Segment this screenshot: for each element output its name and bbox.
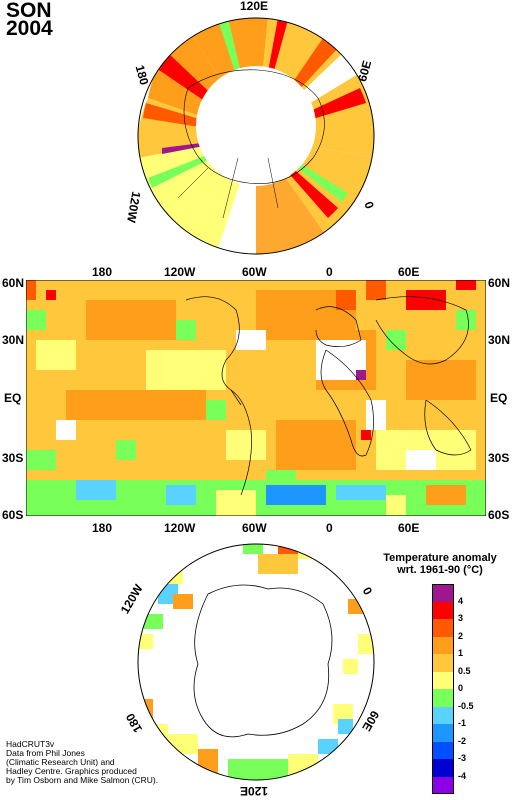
legend-level-label: -2	[458, 735, 467, 746]
antarctica-coastline	[193, 584, 333, 738]
legend-level-label: -1	[458, 718, 467, 728]
legend-swatch	[432, 601, 454, 619]
lat-label-left-3: 30S	[2, 451, 24, 465]
credits-line2: Data from Phil Jones	[6, 748, 85, 758]
lat-label-right-1: 30N	[488, 333, 511, 347]
lon-label-top-3: 0	[326, 265, 333, 279]
legend-title-line2: wrt. 1961-90 (°C)	[397, 564, 483, 576]
legend-swatch	[432, 759, 454, 777]
legend-swatch	[432, 654, 454, 672]
legend-level-label: -0.5	[458, 700, 474, 711]
legend-level-label: -4	[458, 770, 467, 781]
legend-title-line1: Temperature anomaly	[383, 552, 497, 564]
legend-level-label: 0.5	[458, 665, 471, 676]
credits: HadCRUT3v Data from Phil Jones (Climatic…	[6, 740, 158, 785]
lat-label-left-2: EQ	[4, 391, 22, 405]
lon-label-top-1: 120W	[164, 265, 196, 279]
legend-swatch	[432, 636, 454, 654]
legend-swatch	[432, 584, 454, 602]
legend-level-label: 4	[458, 595, 464, 606]
legend-swatch	[432, 619, 454, 637]
lon-label-bottom-4: 60E	[398, 521, 420, 535]
legend-level-label: 0	[458, 683, 464, 693]
lon-label-bottom-2: 60W	[242, 521, 267, 535]
lat-label-right-2: EQ	[490, 391, 508, 405]
year-label: 2004	[6, 17, 53, 40]
season-label: SON	[6, 0, 52, 22]
lon-label-top-4: 60E	[398, 265, 420, 279]
global-map-anomaly-cells	[26, 280, 486, 516]
legend-swatch	[432, 741, 454, 759]
lat-label-left-4: 60S	[2, 508, 24, 522]
legend-swatch	[432, 776, 454, 794]
legend-level-label: 1	[458, 648, 464, 658]
credits-line1: HadCRUT3v	[6, 739, 55, 749]
lat-label-right-3: 30S	[488, 451, 510, 465]
legend-swatch	[432, 706, 454, 724]
credits-line4: Hadley Centre. Graphics produced	[6, 766, 137, 776]
lat-label-right-4: 60S	[488, 508, 510, 522]
lon-label-top-2: 60W	[242, 265, 267, 279]
south-polar-map	[137, 543, 375, 781]
north-polar-map	[137, 17, 375, 255]
lat-label-left-1: 30N	[2, 333, 25, 347]
north-polar-anomaly-cells	[138, 18, 374, 254]
south-label-120e: 120E	[240, 784, 269, 798]
credits-line3: (Climatic Research Unit) and	[6, 757, 115, 767]
lon-label-bottom-0: 180	[92, 521, 113, 535]
lon-label-bottom-1: 120W	[164, 521, 196, 535]
global-map-coastlines	[185, 296, 472, 496]
legend-level-label: -3	[458, 753, 467, 763]
lat-label-right-0: 60N	[488, 276, 511, 290]
legend-title: Temperature anomaly wrt. 1961-90 (°C)	[370, 552, 510, 576]
lat-label-left-0: 60N	[2, 276, 25, 290]
lon-label-top-0: 180	[92, 265, 113, 279]
legend-colorbar	[432, 584, 454, 794]
legend-level-label: 3	[458, 613, 464, 623]
legend-level-label: 2	[458, 630, 464, 641]
south-polar-anomaly-cells	[138, 544, 374, 780]
legend-swatch	[432, 724, 454, 742]
legend-swatch	[432, 689, 454, 707]
north-label-120e: 120E	[240, 0, 269, 13]
legend-swatch	[432, 671, 454, 689]
lon-label-bottom-3: 0	[326, 521, 333, 535]
credits-line5: by Tim Osborn and Mike Salmon (CRU).	[6, 775, 159, 785]
global-anomaly-map	[26, 280, 486, 516]
